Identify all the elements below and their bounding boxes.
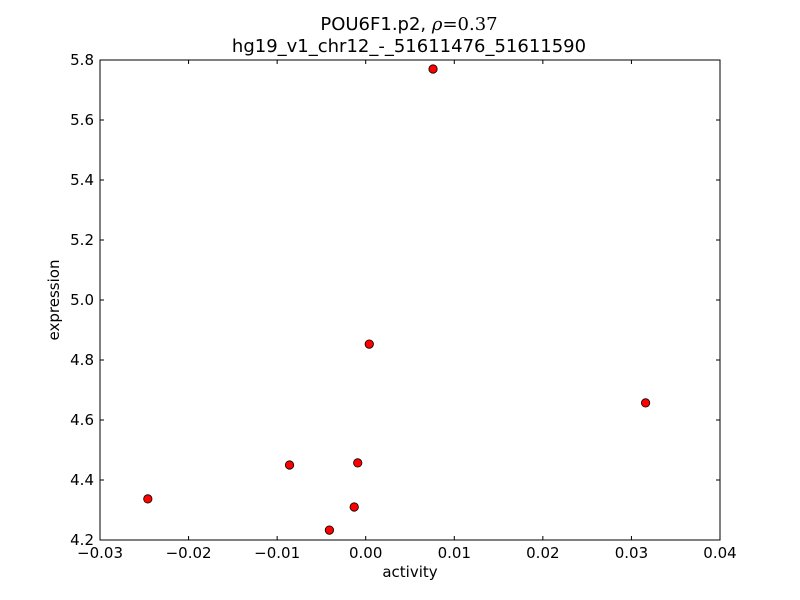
- x-tick-label: −0.01: [254, 544, 300, 562]
- axis-tick-labels: −0.03 −0.02 −0.01 0.00 0.01 0.02 0.03 0.04 4.2 4.…: [70, 51, 737, 562]
- data-point: [324, 525, 334, 535]
- data-point: [349, 502, 359, 512]
- y-tick-label: 4.6: [70, 411, 94, 429]
- x-tick-label: 0.00: [349, 544, 382, 562]
- chart-title-line-2: hg19_v1_chr12_-_51611476_51611590: [232, 36, 586, 57]
- x-tick-label: −0.02: [166, 544, 212, 562]
- y-tick-label: 5.2: [70, 231, 94, 249]
- title-rho-value: =0.37: [442, 14, 497, 35]
- x-tick-label: 0.01: [438, 544, 471, 562]
- chart-title: POU6F1.p2, ρ=0.37 hg19_v1_chr12_-_516114…: [232, 14, 586, 57]
- title-rho-symbol: ρ: [431, 14, 443, 35]
- data-point: [640, 398, 651, 408]
- data-points: [143, 64, 651, 535]
- data-point: [284, 460, 295, 470]
- y-tick-label: 4.8: [70, 351, 94, 369]
- x-tick-label: 0.03: [615, 544, 648, 562]
- plot-frame: [99, 59, 721, 541]
- x-tick-label: −0.03: [77, 544, 123, 562]
- x-tick-label: 0.02: [526, 544, 559, 562]
- y-tick-label: 4.2: [70, 531, 94, 549]
- y-tick-label: 5.0: [70, 291, 94, 309]
- data-point: [143, 494, 153, 504]
- title-prefix: POU6F1.p2,: [320, 14, 432, 35]
- x-axis-label: activity: [382, 563, 437, 581]
- data-point: [364, 339, 374, 349]
- y-tick-label: 4.4: [70, 471, 94, 489]
- y-tick-label: 5.8: [70, 51, 94, 69]
- data-point: [428, 64, 438, 74]
- chart-title-line-1: POU6F1.p2, ρ=0.37: [320, 14, 497, 35]
- y-tick-label: 5.4: [70, 171, 94, 189]
- y-axis-label: expression: [45, 260, 63, 341]
- plot-area: [100, 60, 720, 540]
- data-point: [353, 458, 363, 468]
- y-tick-label: 5.6: [70, 111, 94, 129]
- x-tick-label: 0.04: [703, 544, 736, 562]
